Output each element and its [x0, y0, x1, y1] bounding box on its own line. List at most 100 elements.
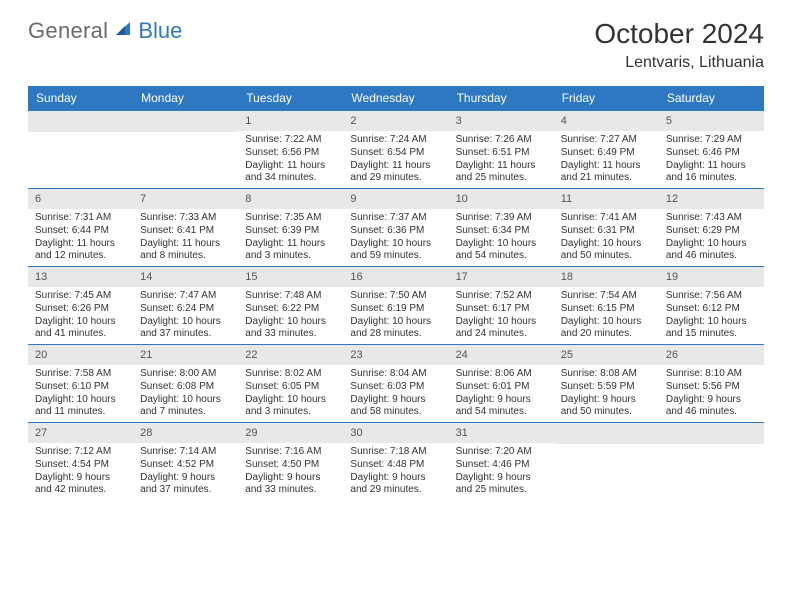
daylight-line: Daylight: 10 hours and 33 minutes.	[245, 316, 336, 342]
sunset-line: Sunset: 5:59 PM	[561, 381, 652, 394]
calendar-day-cell: 2Sunrise: 7:24 AMSunset: 6:54 PMDaylight…	[343, 111, 448, 189]
calendar-day-cell: 31Sunrise: 7:20 AMSunset: 4:46 PMDayligh…	[449, 423, 554, 501]
daylight-line: Daylight: 10 hours and 24 minutes.	[456, 316, 547, 342]
logo-text-general: General	[28, 18, 108, 44]
daylight-line: Daylight: 9 hours and 46 minutes.	[666, 394, 757, 420]
daylight-line: Daylight: 10 hours and 41 minutes.	[35, 316, 126, 342]
calendar-day-cell: 26Sunrise: 8:10 AMSunset: 5:56 PMDayligh…	[659, 345, 764, 423]
sunset-line: Sunset: 6:19 PM	[350, 303, 441, 316]
page-subtitle: Lentvaris, Lithuania	[594, 54, 764, 72]
day-info: Sunrise: 7:43 AMSunset: 6:29 PMDaylight:…	[659, 209, 764, 265]
day-number: 7	[133, 189, 238, 209]
calendar-day-cell: 8Sunrise: 7:35 AMSunset: 6:39 PMDaylight…	[238, 189, 343, 267]
weekday-header: Sunday	[28, 86, 133, 111]
sunrise-line: Sunrise: 7:39 AM	[456, 212, 547, 225]
calendar-header: SundayMondayTuesdayWednesdayThursdayFrid…	[28, 86, 764, 111]
calendar-day-cell: 3Sunrise: 7:26 AMSunset: 6:51 PMDaylight…	[449, 111, 554, 189]
sunrise-line: Sunrise: 7:27 AM	[561, 134, 652, 147]
day-number: 29	[238, 423, 343, 443]
day-info: Sunrise: 7:48 AMSunset: 6:22 PMDaylight:…	[238, 287, 343, 343]
day-info: Sunrise: 7:39 AMSunset: 6:34 PMDaylight:…	[449, 209, 554, 265]
calendar-table: SundayMondayTuesdayWednesdayThursdayFrid…	[28, 86, 764, 501]
sunset-line: Sunset: 4:46 PM	[456, 459, 547, 472]
day-info: Sunrise: 8:02 AMSunset: 6:05 PMDaylight:…	[238, 365, 343, 421]
day-info: Sunrise: 7:45 AMSunset: 6:26 PMDaylight:…	[28, 287, 133, 343]
sunset-line: Sunset: 6:12 PM	[666, 303, 757, 316]
sunrise-line: Sunrise: 8:08 AM	[561, 368, 652, 381]
day-number: 31	[449, 423, 554, 443]
sunrise-line: Sunrise: 7:52 AM	[456, 290, 547, 303]
day-info: Sunrise: 7:37 AMSunset: 6:36 PMDaylight:…	[343, 209, 448, 265]
daylight-line: Daylight: 9 hours and 37 minutes.	[140, 472, 231, 498]
day-info: Sunrise: 7:33 AMSunset: 6:41 PMDaylight:…	[133, 209, 238, 265]
sunrise-line: Sunrise: 7:48 AM	[245, 290, 336, 303]
day-info: Sunrise: 7:22 AMSunset: 6:56 PMDaylight:…	[238, 131, 343, 187]
sunrise-line: Sunrise: 7:31 AM	[35, 212, 126, 225]
day-info: Sunrise: 7:56 AMSunset: 6:12 PMDaylight:…	[659, 287, 764, 343]
calendar-week-row: 1Sunrise: 7:22 AMSunset: 6:56 PMDaylight…	[28, 111, 764, 189]
day-number: 2	[343, 111, 448, 131]
calendar-week-row: 20Sunrise: 7:58 AMSunset: 6:10 PMDayligh…	[28, 345, 764, 423]
daylight-line: Daylight: 11 hours and 29 minutes.	[350, 160, 441, 186]
daylight-line: Daylight: 11 hours and 12 minutes.	[35, 238, 126, 264]
day-info: Sunrise: 7:52 AMSunset: 6:17 PMDaylight:…	[449, 287, 554, 343]
daylight-line: Daylight: 11 hours and 3 minutes.	[245, 238, 336, 264]
sunset-line: Sunset: 6:15 PM	[561, 303, 652, 316]
day-number: 19	[659, 267, 764, 287]
day-info: Sunrise: 7:14 AMSunset: 4:52 PMDaylight:…	[133, 443, 238, 499]
daylight-line: Daylight: 11 hours and 8 minutes.	[140, 238, 231, 264]
weekday-header: Monday	[133, 86, 238, 111]
day-number: 1	[238, 111, 343, 131]
sunrise-line: Sunrise: 7:45 AM	[35, 290, 126, 303]
sunset-line: Sunset: 6:51 PM	[456, 147, 547, 160]
day-number: 24	[449, 345, 554, 365]
day-number: 20	[28, 345, 133, 365]
sunrise-line: Sunrise: 7:26 AM	[456, 134, 547, 147]
day-info: Sunrise: 7:58 AMSunset: 6:10 PMDaylight:…	[28, 365, 133, 421]
sunset-line: Sunset: 5:56 PM	[666, 381, 757, 394]
calendar-empty-cell	[554, 423, 659, 501]
daylight-line: Daylight: 10 hours and 15 minutes.	[666, 316, 757, 342]
sunset-line: Sunset: 6:31 PM	[561, 225, 652, 238]
day-info: Sunrise: 8:00 AMSunset: 6:08 PMDaylight:…	[133, 365, 238, 421]
calendar-day-cell: 14Sunrise: 7:47 AMSunset: 6:24 PMDayligh…	[133, 267, 238, 345]
daylight-line: Daylight: 10 hours and 28 minutes.	[350, 316, 441, 342]
calendar-empty-cell	[659, 423, 764, 501]
day-number: 30	[343, 423, 448, 443]
day-number: 12	[659, 189, 764, 209]
sunset-line: Sunset: 6:26 PM	[35, 303, 126, 316]
day-info: Sunrise: 7:20 AMSunset: 4:46 PMDaylight:…	[449, 443, 554, 499]
day-number: 8	[238, 189, 343, 209]
day-info: Sunrise: 7:35 AMSunset: 6:39 PMDaylight:…	[238, 209, 343, 265]
calendar-day-cell: 7Sunrise: 7:33 AMSunset: 6:41 PMDaylight…	[133, 189, 238, 267]
calendar-day-cell: 24Sunrise: 8:06 AMSunset: 6:01 PMDayligh…	[449, 345, 554, 423]
sunset-line: Sunset: 6:24 PM	[140, 303, 231, 316]
day-info: Sunrise: 7:50 AMSunset: 6:19 PMDaylight:…	[343, 287, 448, 343]
day-number: 9	[343, 189, 448, 209]
sunrise-line: Sunrise: 7:37 AM	[350, 212, 441, 225]
sunset-line: Sunset: 6:05 PM	[245, 381, 336, 394]
calendar-body: 1Sunrise: 7:22 AMSunset: 6:56 PMDaylight…	[28, 111, 764, 501]
calendar-day-cell: 30Sunrise: 7:18 AMSunset: 4:48 PMDayligh…	[343, 423, 448, 501]
sunrise-line: Sunrise: 8:06 AM	[456, 368, 547, 381]
header-region: General Blue October 2024 Lentvaris, Lit…	[28, 18, 764, 72]
calendar-day-cell: 13Sunrise: 7:45 AMSunset: 6:26 PMDayligh…	[28, 267, 133, 345]
sunset-line: Sunset: 6:34 PM	[456, 225, 547, 238]
sunrise-line: Sunrise: 7:24 AM	[350, 134, 441, 147]
sunrise-line: Sunrise: 8:04 AM	[350, 368, 441, 381]
sunrise-line: Sunrise: 7:35 AM	[245, 212, 336, 225]
day-number: 17	[449, 267, 554, 287]
page-title: October 2024	[594, 18, 764, 50]
day-number: 13	[28, 267, 133, 287]
calendar-day-cell: 25Sunrise: 8:08 AMSunset: 5:59 PMDayligh…	[554, 345, 659, 423]
daylight-line: Daylight: 9 hours and 42 minutes.	[35, 472, 126, 498]
weekday-header: Thursday	[449, 86, 554, 111]
sunset-line: Sunset: 6:36 PM	[350, 225, 441, 238]
sunrise-line: Sunrise: 7:41 AM	[561, 212, 652, 225]
calendar-day-cell: 27Sunrise: 7:12 AMSunset: 4:54 PMDayligh…	[28, 423, 133, 501]
day-number: 27	[28, 423, 133, 443]
day-info: Sunrise: 8:10 AMSunset: 5:56 PMDaylight:…	[659, 365, 764, 421]
sunrise-line: Sunrise: 7:50 AM	[350, 290, 441, 303]
sunset-line: Sunset: 6:17 PM	[456, 303, 547, 316]
day-number: 16	[343, 267, 448, 287]
